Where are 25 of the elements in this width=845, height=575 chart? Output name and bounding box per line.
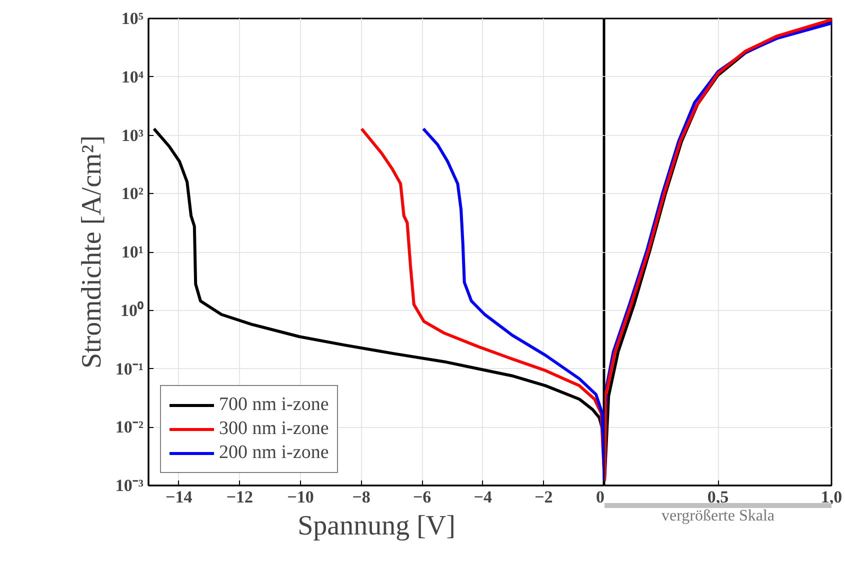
x-tick-label: −12 bbox=[226, 488, 254, 506]
y-tick-label: 10⁻¹ bbox=[115, 359, 144, 378]
x-axis-title: Spannung [V] bbox=[298, 510, 456, 542]
y-tick-label: 10⁴ bbox=[121, 67, 144, 86]
legend-label: 300 nm i-zone bbox=[219, 418, 329, 440]
y-tick-label: 10¹ bbox=[121, 242, 144, 262]
y-axis-title: Stromdichte [A/cm²] bbox=[76, 135, 108, 369]
x-tick-label: −6 bbox=[413, 488, 432, 506]
x-tick-label: 0 bbox=[596, 488, 604, 506]
text: vergrößerte Skala bbox=[662, 508, 775, 524]
y-tick-label: 10⁰ bbox=[120, 300, 144, 320]
x-tick-label: −2 bbox=[534, 488, 553, 506]
x-tick-label: −14 bbox=[166, 488, 193, 506]
y-tick-label: 10² bbox=[121, 184, 144, 204]
legend-label: 700 nm i-zone bbox=[219, 394, 329, 416]
x-tick-label: −8 bbox=[352, 488, 370, 506]
x-tick-label: −10 bbox=[287, 488, 314, 506]
x-tick-label: −4 bbox=[474, 488, 492, 506]
legend-label: 200 nm i-zone bbox=[219, 442, 329, 464]
y-tick-label: 10⁵ bbox=[121, 9, 144, 28]
x-tick-label: 1,0 bbox=[820, 488, 842, 506]
y-tick-label: 10⁻² bbox=[115, 418, 144, 437]
y-tick-label: 10³ bbox=[121, 126, 144, 145]
x-tick-label: 0,5 bbox=[707, 488, 729, 506]
y-tick-label: 10⁻³ bbox=[115, 476, 144, 495]
